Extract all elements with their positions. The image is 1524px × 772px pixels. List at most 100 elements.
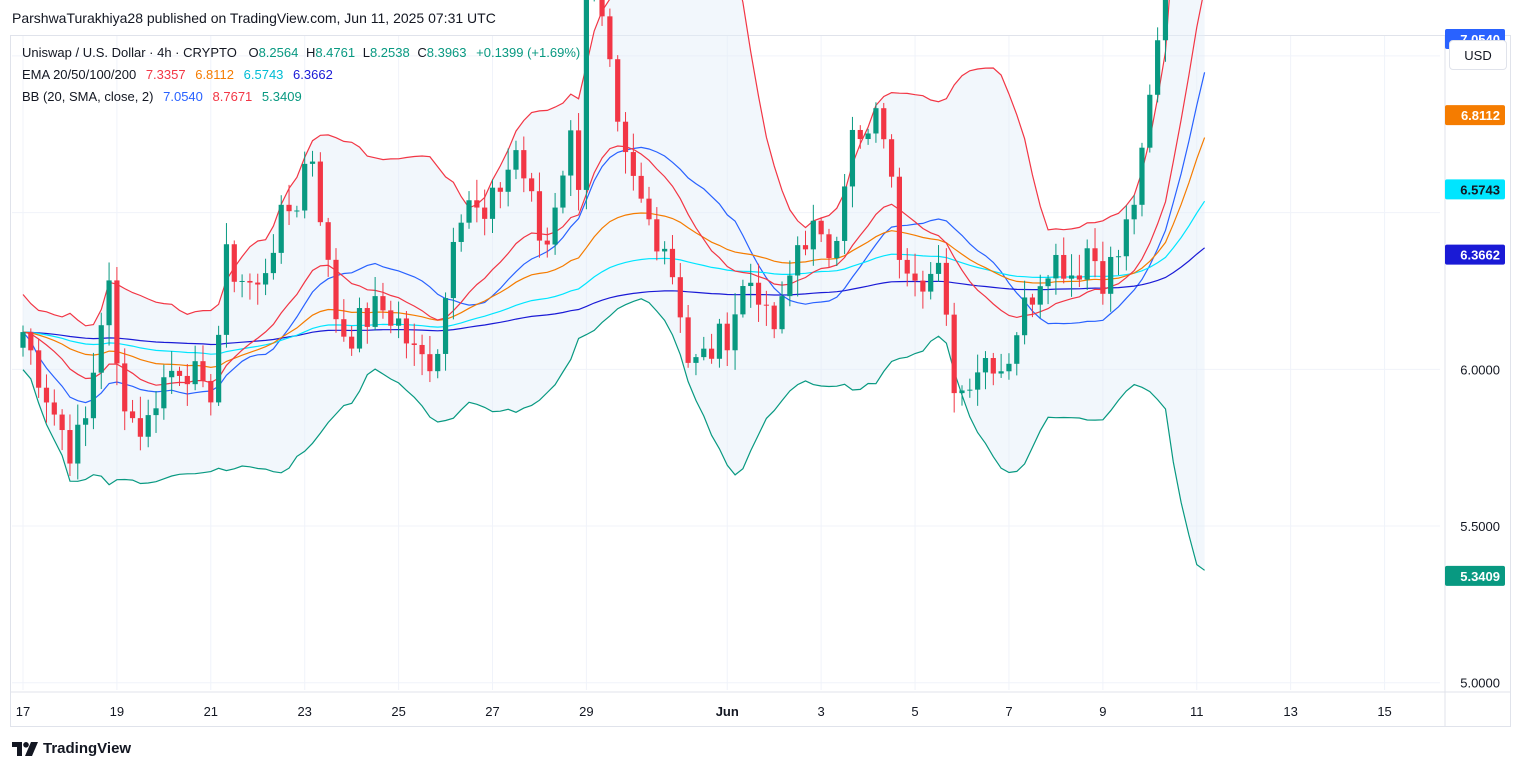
candle-body (638, 175, 644, 199)
legend-open: 8.2564 (258, 45, 299, 60)
candle-body (286, 204, 292, 212)
price-tag-bb-lower (1445, 565, 1505, 586)
candle-body (802, 245, 809, 250)
candle-body (1053, 254, 1059, 279)
time-tick-label: 3 (818, 704, 825, 719)
currency-button[interactable]: USD (1449, 40, 1507, 70)
bb-lower-line (22, 298, 1205, 571)
candle-body (1068, 275, 1075, 279)
candle-body (920, 280, 926, 292)
candle-body (43, 387, 50, 403)
candle-body (474, 200, 480, 208)
candle-body (1037, 286, 1043, 305)
time-tick-label: 9 (1099, 704, 1106, 719)
candle-body (677, 277, 683, 318)
candle-body (505, 169, 511, 192)
bb-upper-line (22, 0, 1170, 327)
candle-body (998, 371, 1004, 374)
candle-body (560, 175, 566, 208)
candles (20, 0, 1169, 480)
candle-body (552, 207, 558, 245)
candle-body (654, 219, 660, 252)
candle-body (826, 234, 832, 259)
candle-body (1006, 363, 1012, 372)
candle-body (341, 319, 347, 337)
candle-body (607, 16, 613, 60)
candle-body (630, 152, 636, 176)
candle-body (364, 308, 370, 327)
candle-body (1100, 261, 1106, 294)
tradingview-wordmark: TradingView (43, 740, 132, 757)
candle-body (536, 191, 543, 241)
candle-body (317, 161, 323, 223)
price-tick-label: 5.0000 (1460, 676, 1500, 691)
candle-body (325, 222, 331, 260)
candle-body (1123, 219, 1129, 257)
candle-body (129, 411, 136, 419)
time-axis: 17 19 21 23 25 27 29 Jun 3 5 7 9 11 13 15 (16, 704, 1392, 719)
price-tag-ema200 (1445, 244, 1505, 265)
candle-body (349, 336, 355, 349)
candle-body (1162, 0, 1169, 41)
candle-body (302, 163, 308, 211)
candle-body (411, 343, 417, 345)
candle-body (748, 282, 754, 287)
candle-body (1022, 297, 1028, 336)
candle-body (442, 298, 449, 354)
candle-body (208, 380, 214, 403)
price-tick-label: 6.0000 (1460, 362, 1500, 377)
candle-body (513, 150, 519, 170)
candle-body (83, 418, 89, 425)
candle-body (67, 430, 73, 464)
candle-body (1155, 40, 1161, 95)
legend-high: 8.4761 (315, 45, 356, 60)
legend-high-label: H (305, 45, 316, 60)
candle-body (849, 129, 856, 187)
bb-fill (23, 0, 1205, 571)
candle-body (529, 178, 535, 192)
time-tick-label: 27 (485, 704, 499, 719)
candle-body (169, 370, 175, 378)
candle-body (247, 280, 253, 283)
candle-body (161, 377, 167, 409)
legend-ema-label: EMA 20/50/100/200 (22, 67, 137, 82)
candle-body (122, 363, 128, 412)
candle-body (622, 121, 629, 153)
legend-bb-upper: 8.7671 (212, 89, 253, 104)
candle-body (951, 314, 957, 394)
candle-body (403, 318, 410, 344)
candle-body (1045, 278, 1051, 287)
tradingview-logo[interactable]: TradingView (12, 740, 131, 757)
candle-body (1131, 204, 1137, 220)
price-tag-label-ema50: 6.8112 (1461, 108, 1500, 123)
candle-body (489, 187, 496, 219)
candle-body (388, 310, 394, 326)
legend-bb-row[interactable]: BB (20, SMA, close, 2) 7.0540 8.7671 5.3… (22, 89, 302, 104)
candle-body (458, 222, 464, 242)
price-tags: 8.767128:417.33577.05406.81126.57436.366… (1445, 29, 1505, 586)
legend-low: 8.2538 (369, 45, 410, 60)
legend-symbol-row: Uniswap / U.S. Dollar · 4h · CRYPTO O8.2… (22, 45, 580, 60)
candle-body (137, 418, 143, 437)
candle-body (356, 308, 363, 349)
candle-body (740, 286, 746, 315)
candle-body (834, 240, 840, 259)
time-tick-label: 25 (391, 704, 405, 719)
candle-body (497, 187, 503, 192)
candle-body (755, 282, 762, 305)
candle-body (59, 414, 65, 431)
candle-body (114, 280, 120, 364)
candle-body (1076, 275, 1082, 280)
candle-body (1139, 147, 1145, 205)
time-tick-label: 17 (16, 704, 30, 719)
candle-body (701, 348, 707, 358)
candle-body (575, 130, 582, 190)
legend-ema-row[interactable]: EMA 20/50/100/200 7.3357 6.8112 6.5743 6… (22, 67, 333, 82)
legend-symbol: Uniswap / U.S. Dollar · 4h · CRYPTO (22, 45, 237, 60)
price-tag-ema50 (1445, 105, 1505, 126)
candle-body (544, 240, 550, 245)
candle-body (787, 275, 793, 297)
legend-close-label: C (417, 45, 427, 60)
